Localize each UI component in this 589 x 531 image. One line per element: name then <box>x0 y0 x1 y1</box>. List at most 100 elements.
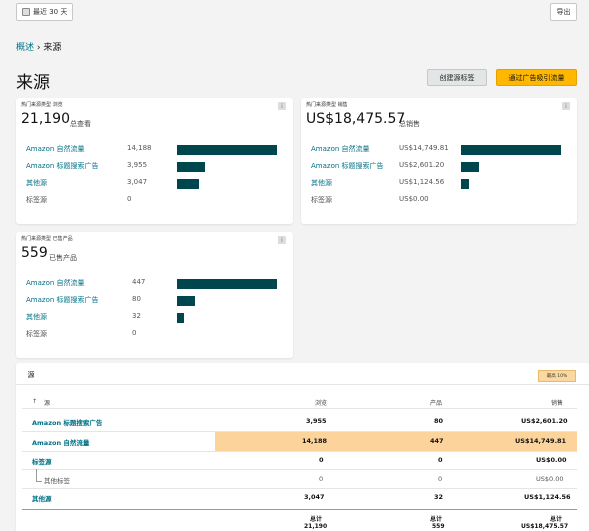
column-header-views[interactable]: 浏览 <box>315 400 328 407</box>
products-total: 559 <box>21 245 48 261</box>
sources-table-card: 源 最高 10% ↑ 源 浏览 产品 销售 Amazon 标题搜索广告 3,95… <box>16 363 589 531</box>
row-sales: US$0.00 <box>536 456 567 464</box>
total-sales-label: 总计 <box>550 516 563 523</box>
row-divider <box>22 488 577 489</box>
row-products: 80 <box>434 417 444 425</box>
views-card: 热门来源类型 浏览 i 21,190 总查看 Amazon 自然流量 14,18… <box>16 98 293 224</box>
row-source-link[interactable]: Amazon 自然流量 <box>32 439 90 447</box>
sales-row-value: US$0.00 <box>399 195 429 203</box>
header-divider <box>22 408 577 409</box>
products-bar <box>177 313 185 323</box>
ad-traffic-button[interactable]: 通过广告吸引流量 <box>496 69 577 86</box>
total-views: 21,190 <box>304 523 328 530</box>
row-products: 32 <box>434 493 444 501</box>
sales-card-label: 热门来源类型 销售 <box>306 102 348 108</box>
date-range-button[interactable]: 最近 30 天 <box>16 3 74 21</box>
sales-row-label[interactable]: 其他源 <box>311 179 332 187</box>
views-row-label: 标签源 <box>26 196 47 204</box>
row-source-link[interactable]: Amazon 标题搜索广告 <box>32 419 103 427</box>
row-products: 0 <box>438 475 443 483</box>
footer-divider <box>22 509 577 510</box>
row-views: 0 <box>319 475 324 483</box>
page-title: 来源 <box>16 73 50 93</box>
sales-bar <box>461 162 479 172</box>
products-row-label[interactable]: Amazon 标题搜索广告 <box>26 296 99 304</box>
products-row-value: 80 <box>132 295 141 303</box>
row-products: 447 <box>430 437 444 445</box>
views-row-label[interactable]: Amazon 自然流量 <box>26 145 85 153</box>
sort-ascending-icon[interactable]: ↑ <box>32 398 38 405</box>
sales-bar <box>461 145 561 155</box>
row-divider <box>22 431 577 432</box>
views-row-label[interactable]: 其他源 <box>26 179 47 187</box>
sales-row-label[interactable]: Amazon 标题搜索广告 <box>311 162 384 170</box>
products-bar <box>177 279 277 289</box>
sales-row-label: 标签源 <box>311 196 332 204</box>
sales-row-value: US$1,124.56 <box>399 178 445 186</box>
sales-row-value: US$14,749.81 <box>399 144 449 152</box>
row-sales: US$14,749.81 <box>515 437 567 445</box>
row-divider <box>22 451 577 452</box>
views-row-value: 3,047 <box>127 178 148 186</box>
row-divider <box>22 469 577 470</box>
row-products: 0 <box>438 456 443 464</box>
row-views: 14,188 <box>302 437 328 445</box>
views-row-label[interactable]: Amazon 标题搜索广告 <box>26 162 99 170</box>
column-header-source[interactable]: 源 <box>44 400 51 407</box>
sales-bar <box>461 179 469 189</box>
total-products-label: 总计 <box>430 516 443 523</box>
breadcrumb-overview-link[interactable]: 概述 <box>16 43 35 53</box>
products-card: 热门来源类型 已售产品 i 559 已售产品 Amazon 自然流量 447 A… <box>16 232 293 358</box>
row-source-link[interactable]: 标签源 <box>32 458 52 466</box>
calendar-icon <box>22 8 30 16</box>
breadcrumb-current: 来源 <box>43 43 62 53</box>
top-10-badge[interactable]: 最高 10% <box>538 370 576 382</box>
create-source-tag-button[interactable]: 创建源标签 <box>427 69 487 86</box>
sales-total-unit: 总销售 <box>399 120 420 128</box>
row-views: 3,047 <box>304 493 325 501</box>
row-sales: US$2,601.20 <box>521 417 568 425</box>
row-sales: US$1,124.56 <box>524 493 571 501</box>
highlighted-row-bg <box>215 432 577 451</box>
export-button[interactable]: 导出 <box>550 3 577 21</box>
info-icon[interactable]: i <box>562 102 570 110</box>
sales-total: US$18,475.57 <box>306 111 406 127</box>
info-icon[interactable]: i <box>278 102 286 110</box>
products-row-label: 标签源 <box>26 330 47 338</box>
products-row-value: 0 <box>132 329 137 337</box>
row-views: 3,955 <box>306 417 327 425</box>
sales-card: 热门来源类型 销售 i US$18,475.57 总销售 Amazon 自然流量… <box>301 98 577 224</box>
views-bar <box>177 145 277 155</box>
products-bar <box>177 296 195 306</box>
products-total-unit: 已售产品 <box>49 254 77 262</box>
row-source-link[interactable]: 其他源 <box>32 495 52 503</box>
views-total: 21,190 <box>21 111 70 127</box>
sales-row-value: US$2,601.20 <box>399 161 445 169</box>
tab-sources[interactable]: 源 <box>22 367 40 384</box>
column-header-products[interactable]: 产品 <box>430 400 443 407</box>
column-header-sales[interactable]: 销售 <box>551 400 564 407</box>
views-row-value: 3,955 <box>127 161 148 169</box>
products-row-label[interactable]: 其他源 <box>26 313 47 321</box>
views-bar <box>177 179 199 189</box>
views-total-unit: 总查看 <box>70 120 91 128</box>
tab-divider <box>16 384 589 385</box>
tree-connector <box>36 469 42 482</box>
total-sales: US$18,475.57 <box>521 523 569 530</box>
views-bar <box>177 162 205 172</box>
total-products: 559 <box>432 523 445 530</box>
row-sales: US$0.00 <box>536 475 564 483</box>
top-bar: 最近 30 天 导出 <box>0 0 589 26</box>
sales-row-label[interactable]: Amazon 自然流量 <box>311 145 370 153</box>
row-views: 0 <box>319 456 324 464</box>
breadcrumb-separator: › <box>34 43 44 53</box>
products-row-value: 447 <box>132 278 146 286</box>
products-row-label[interactable]: Amazon 自然流量 <box>26 279 85 287</box>
row-subsource: 其他标签 <box>44 477 70 485</box>
info-icon[interactable]: i <box>278 236 286 244</box>
products-row-value: 32 <box>132 312 141 320</box>
date-range-label: 最近 30 天 <box>33 8 68 16</box>
products-card-label: 热门来源类型 已售产品 <box>21 236 73 242</box>
views-row-value: 0 <box>127 195 132 203</box>
breadcrumb: 概述 › 来源 <box>16 40 61 53</box>
